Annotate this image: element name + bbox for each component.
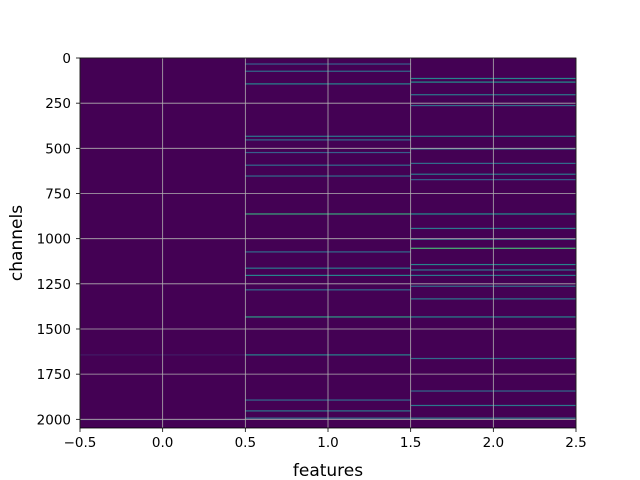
y-axis-label: channels [7, 205, 27, 281]
y-tick-label: 1750 [37, 367, 71, 383]
x-tick-label: 2.0 [483, 435, 504, 451]
y-tick-label: 1250 [37, 277, 71, 293]
y-tick-label: 0 [62, 51, 71, 67]
y-tick-label: 2000 [37, 412, 71, 428]
x-tick-label: 1.5 [400, 435, 421, 451]
x-tick-label: 1.0 [317, 435, 338, 451]
x-tick-label: 0.0 [152, 435, 173, 451]
y-tick-label: 750 [45, 186, 71, 202]
y-tick-label: 1500 [37, 322, 71, 338]
x-tick-label: −0.5 [64, 435, 97, 451]
x-axis-label: features [293, 461, 363, 480]
x-tick-label: 0.5 [235, 435, 256, 451]
y-tick-label: 250 [45, 96, 71, 112]
x-tick-label: 2.5 [565, 435, 586, 451]
y-axis-ticks: 0 250 500 750 1000 1250 1500 1750 2000 [37, 51, 80, 428]
y-tick-label: 500 [45, 141, 71, 157]
x-axis-ticks: −0.5 0.0 0.5 1.0 1.5 2.0 2.5 [64, 428, 587, 451]
y-tick-label: 1000 [37, 232, 71, 248]
